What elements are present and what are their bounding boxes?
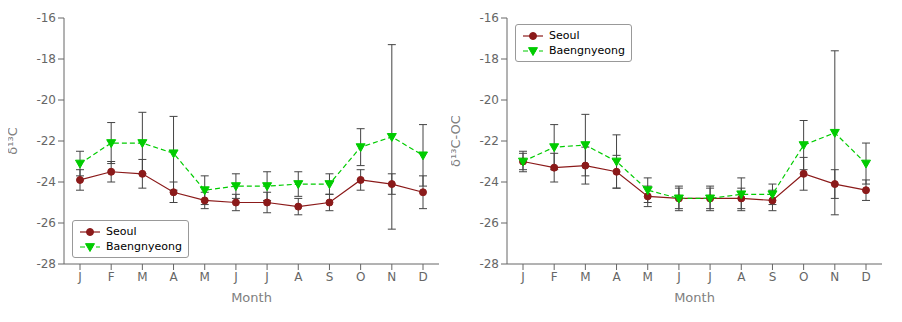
svg-text:δ¹³C: δ¹³C <box>8 127 20 154</box>
svg-text:M: M <box>137 270 147 284</box>
html-text:Seoul: Seoul <box>549 29 580 42</box>
svg-text:δ¹³C-OC: δ¹³C-OC <box>451 115 463 167</box>
svg-text:-28: -28 <box>36 257 56 271</box>
svg-text:J: J <box>707 270 712 284</box>
svg-text:J: J <box>676 270 681 284</box>
svg-text:M: M <box>200 270 210 284</box>
svg-text:-26: -26 <box>479 216 499 230</box>
svg-text:F: F <box>108 270 115 284</box>
svg-text:-18: -18 <box>479 52 499 66</box>
svg-text:M: M <box>580 270 590 284</box>
html-text:Baengnyeong: Baengnyeong <box>106 240 182 253</box>
svg-text:A: A <box>169 270 178 284</box>
svg-text:J: J <box>264 270 269 284</box>
svg-text:S: S <box>769 270 777 284</box>
svg-text:-20: -20 <box>36 93 56 107</box>
svg-text:-20: -20 <box>479 93 499 107</box>
svg-text:A: A <box>737 270 746 284</box>
svg-text:D: D <box>861 270 870 284</box>
svg-text:-18: -18 <box>36 52 56 66</box>
svg-text:S: S <box>326 270 334 284</box>
svg-text:-26: -26 <box>36 216 56 230</box>
html-text:Seoul: Seoul <box>106 225 137 238</box>
svg-text:-22: -22 <box>36 134 56 148</box>
html-text:Baengnyeong: Baengnyeong <box>549 44 625 57</box>
svg-text:O: O <box>356 270 365 284</box>
svg-text:-24: -24 <box>36 175 56 189</box>
svg-text:J: J <box>233 270 238 284</box>
svg-text:-24: -24 <box>479 175 499 189</box>
svg-text:A: A <box>612 270 621 284</box>
svg-text:O: O <box>799 270 808 284</box>
svg-text:Month: Month <box>674 290 715 305</box>
svg-text:N: N <box>830 270 839 284</box>
svg-text:M: M <box>643 270 653 284</box>
svg-text:-28: -28 <box>479 257 499 271</box>
svg-text:-16: -16 <box>479 11 499 25</box>
svg-text:F: F <box>551 270 558 284</box>
svg-text:-16: -16 <box>36 11 56 25</box>
svg-text:J: J <box>77 270 82 284</box>
svg-text:A: A <box>294 270 303 284</box>
svg-text:N: N <box>387 270 396 284</box>
svg-text:-22: -22 <box>479 134 499 148</box>
svg-text:J: J <box>520 270 525 284</box>
svg-text:D: D <box>418 270 427 284</box>
svg-text:Month: Month <box>231 290 272 305</box>
